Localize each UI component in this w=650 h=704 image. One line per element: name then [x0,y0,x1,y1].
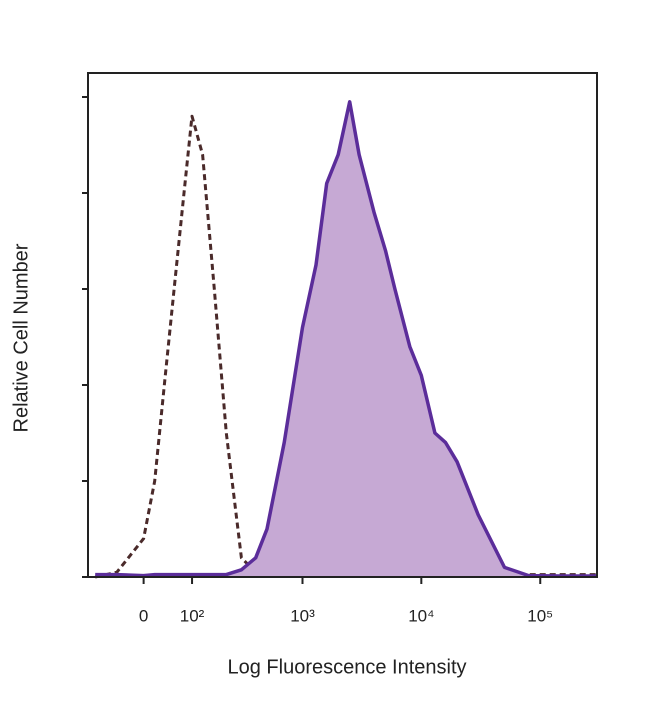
histogram-line [95,100,597,578]
y-axis-title: Relative Cell Number [10,243,32,432]
x-tick-label: 0 [139,606,148,625]
plot-frame [87,72,598,578]
x-tick-label: 10⁵ [527,606,553,625]
area [95,101,597,578]
x-tick-label: 10² [180,606,205,625]
x-tick-label: 10³ [290,606,315,625]
x-axis-title: Log Fluorescence Intensity [227,656,466,678]
x-tick-label: 10⁴ [408,606,434,625]
